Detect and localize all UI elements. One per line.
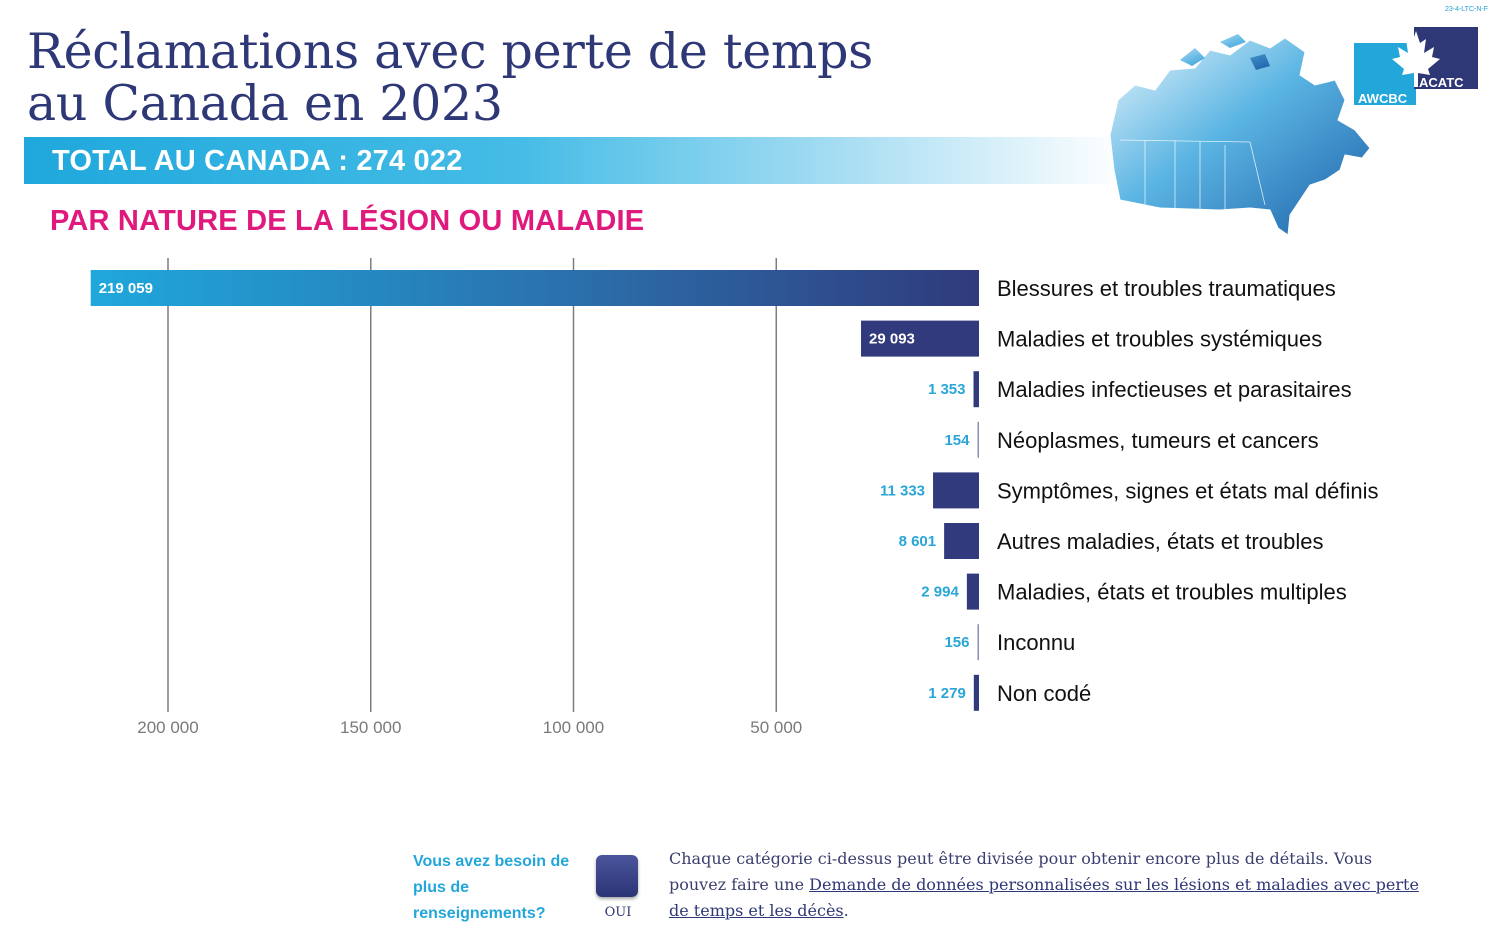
canada-map-icon xyxy=(1109,34,1371,236)
bar xyxy=(90,270,979,306)
bar-value-label: 8 601 xyxy=(899,533,937,550)
bar xyxy=(977,624,979,661)
bar-value-label: 154 xyxy=(944,432,970,449)
bar xyxy=(966,573,979,610)
x-tick-label: 50 000 xyxy=(750,718,802,737)
footer-text-after: . xyxy=(843,901,849,920)
category-label: Maladies et troubles systémiques xyxy=(997,327,1322,352)
category-label: Inconnu xyxy=(997,630,1075,655)
logo-left-text: AWCBC xyxy=(1358,91,1408,106)
total-label: TOTAL AU CANADA : 274 022 xyxy=(52,145,463,177)
x-tick-label: 150 000 xyxy=(340,718,401,737)
category-label: Maladies infectieuses et parasitaires xyxy=(997,377,1352,402)
bar xyxy=(933,472,979,509)
bar-value-label: 156 xyxy=(944,634,969,651)
bar xyxy=(977,421,979,458)
footer-text: Chaque catégorie ci-dessus peut être div… xyxy=(669,846,1429,924)
bar-value-label: 1 279 xyxy=(928,685,966,702)
x-tick-label: 200 000 xyxy=(137,718,198,737)
total-banner xyxy=(24,137,1124,184)
bar-value-label: 11 333 xyxy=(880,482,925,499)
document-code: 23-4-LTC-N-F xyxy=(1444,6,1488,13)
awcbc-logo: AWCBC ACATC xyxy=(1354,27,1478,106)
x-tick-label: 100 000 xyxy=(543,718,604,737)
page-title: Réclamations avec perte de temps au Cana… xyxy=(27,26,873,130)
category-label: Maladies, états et troubles multiples xyxy=(997,580,1347,605)
bar-value-label: 29 093 xyxy=(869,331,915,348)
oui-button-label: OUI xyxy=(604,905,632,920)
footer-text-before: Chaque catégorie ci-dessus peut être div… xyxy=(669,849,1373,894)
oui-button[interactable] xyxy=(596,855,638,897)
category-label: Autres maladies, états et troubles xyxy=(997,529,1324,554)
logo-right-text: ACATC xyxy=(1419,75,1464,90)
category-label: Blessures et troubles traumatiques xyxy=(997,276,1336,301)
footer-question: Vous avez besoin de plus de renseignemen… xyxy=(413,853,570,922)
bar-value-label: 2 994 xyxy=(921,584,959,601)
bar-value-label: 1 353 xyxy=(928,381,966,398)
category-label: Non codé xyxy=(997,681,1091,706)
custom-data-request-link[interactable]: Demande de données personnalisées sur le… xyxy=(669,875,1419,920)
bar xyxy=(861,320,979,357)
bar xyxy=(973,674,979,711)
title-line-1: Réclamations avec perte de temps xyxy=(27,23,874,80)
bar xyxy=(944,523,979,559)
maple-leaf-icon xyxy=(1392,31,1440,87)
category-label: Symptômes, signes et états mal définis xyxy=(997,478,1379,503)
category-label: Néoplasmes, tumeurs et cancers xyxy=(997,428,1319,453)
chart-subtitle: PAR NATURE DE LA LÉSION OU MALADIE xyxy=(50,205,645,237)
bar-value-label: 219 059 xyxy=(99,280,153,297)
title-line-2: au Canada en 2023 xyxy=(27,75,503,132)
bar xyxy=(973,371,979,408)
